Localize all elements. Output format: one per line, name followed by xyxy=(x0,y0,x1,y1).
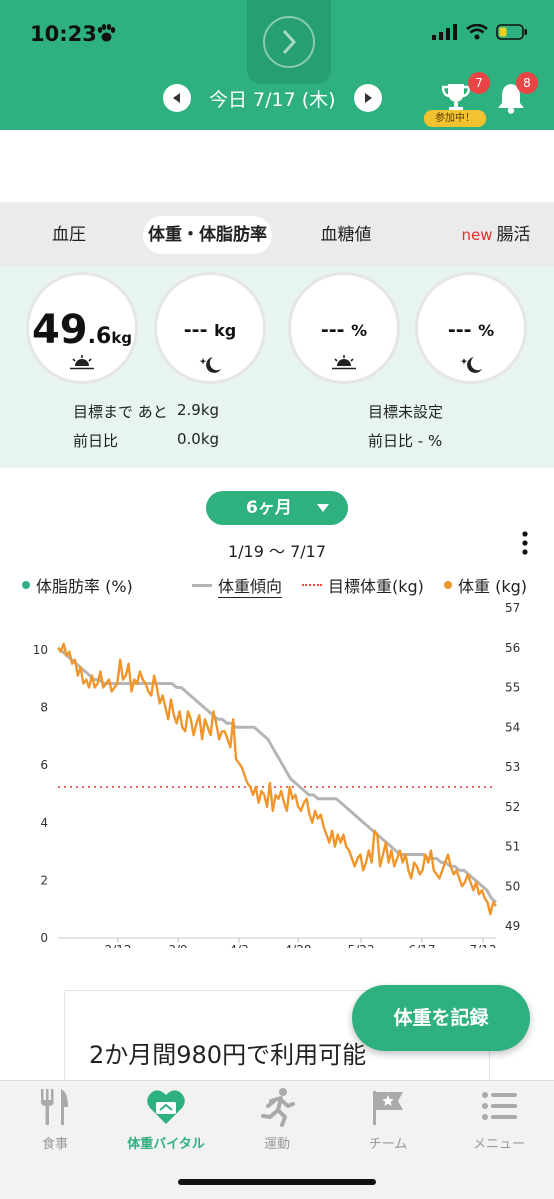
evening-bodyfat-gauge[interactable]: --- % xyxy=(415,272,527,384)
right-tick-label: 49 xyxy=(505,919,520,933)
app-logo[interactable] xyxy=(247,0,331,84)
paw-icon xyxy=(97,24,116,42)
ad-space xyxy=(0,130,554,202)
home-indicator xyxy=(178,1179,376,1185)
bell-icon xyxy=(498,84,524,114)
right-tick-label: 56 xyxy=(505,641,520,655)
weight-unit: kg xyxy=(111,329,133,347)
x-tick-label: 5/23 xyxy=(348,943,375,948)
x-tick-label: 7/12 xyxy=(470,943,497,948)
tab-team[interactable]: チーム xyxy=(333,1081,443,1161)
left-tick-label: 4 xyxy=(40,816,48,830)
x-tick-label: 2/12 xyxy=(105,943,132,948)
x-tick-label: 4/28 xyxy=(285,943,312,948)
right-tick-label: 57 xyxy=(505,601,520,615)
right-tick-label: 50 xyxy=(505,879,520,893)
current-date: 今日 7/17 (木) xyxy=(209,88,336,111)
list-icon xyxy=(482,1092,517,1120)
tab-blood-sugar[interactable]: 血糖値 xyxy=(320,225,372,245)
signal-icon xyxy=(432,24,457,40)
heart-scale-icon xyxy=(147,1090,185,1124)
weight-dot xyxy=(444,581,452,589)
period-select[interactable]: 6ヶ月 xyxy=(206,491,348,525)
status-time: 10:23 xyxy=(30,22,97,46)
weight-trend-line xyxy=(57,646,497,904)
legend-bodyfat[interactable]: 体脂肪率 (%) xyxy=(22,573,133,597)
x-tick-label: 4/3 xyxy=(229,943,248,948)
caret-down-icon xyxy=(317,504,329,512)
trophy-icon xyxy=(442,84,470,111)
date-navigator: 今日 7/17 (木) xyxy=(163,84,382,112)
participating-pill: 参加中！ xyxy=(424,110,486,127)
flag-icon xyxy=(373,1091,403,1125)
next-day-button[interactable] xyxy=(353,84,382,112)
right-tick-label: 55 xyxy=(505,681,520,695)
triangle-left-icon xyxy=(173,93,180,103)
evening-weight-gauge[interactable]: --- kg xyxy=(154,272,266,384)
tab-weight-bodyfat[interactable]: 体重・体脂肪率 xyxy=(143,216,272,254)
chart-section: 6ヶ月 1/19 〜 7/17 体脂肪率 (%) 体重傾向 目標体重(kg) 体… xyxy=(0,468,554,1090)
prev-day-button[interactable] xyxy=(163,84,191,112)
weight-decimal: .6 xyxy=(87,324,112,349)
x-tick-label: 6/17 xyxy=(409,943,436,948)
left-tick-label: 0 xyxy=(40,931,48,945)
legend-goal[interactable]: 目標体重(kg) xyxy=(302,573,424,597)
right-tick-label: 52 xyxy=(505,800,520,814)
left-tick-label: 2 xyxy=(40,873,48,887)
tab-menu[interactable]: メニュー xyxy=(444,1081,554,1161)
runner-icon xyxy=(261,1088,295,1127)
moon-icon xyxy=(199,357,221,373)
left-tick-label: 8 xyxy=(40,701,48,715)
tab-exercise[interactable]: 運動 xyxy=(222,1081,332,1161)
prev-day-value: 0.0kg xyxy=(177,430,220,448)
more-icon[interactable] xyxy=(518,530,532,556)
right-tick-label: 51 xyxy=(505,840,520,854)
bell-badge: 8 xyxy=(516,72,538,94)
prev-day-pct: 前日比 - % xyxy=(368,432,443,450)
bodyfat-dot xyxy=(22,581,30,589)
legend-trend[interactable]: 体重傾向 xyxy=(192,573,283,598)
moon-icon xyxy=(460,357,482,373)
weight-summary: 49.6kg --- kg --- % --- % 目標まで あと 2.9kg … xyxy=(0,266,554,468)
left-tick-label: 10 xyxy=(33,643,48,657)
right-tick-label: 53 xyxy=(505,760,520,774)
morning-weight-gauge[interactable]: 49.6kg xyxy=(26,272,138,384)
tab-gut-health[interactable]: new 腸活 xyxy=(461,225,531,245)
weight-line xyxy=(57,642,497,916)
trend-swatch xyxy=(192,584,212,587)
tab-weight-vital[interactable]: 体重バイタル xyxy=(111,1081,221,1161)
tab-meal[interactable]: 食事 xyxy=(0,1081,110,1161)
notifications-button[interactable]: 8 xyxy=(494,72,544,126)
challenge-button[interactable]: 7 参加中！ xyxy=(424,72,490,128)
app-header: 10:23 今日 7/17 (木) xyxy=(0,0,554,130)
trophy-badge: 7 xyxy=(468,72,490,94)
new-label: new xyxy=(461,226,493,244)
goal-unset: 目標未設定 xyxy=(368,403,444,421)
left-tick-label: 6 xyxy=(40,758,48,772)
status-icons xyxy=(432,24,528,40)
goal-remaining-label: 目標まで あと xyxy=(73,403,168,421)
vital-tabs: 血圧 体重・体脂肪率 血糖値 new 腸活 xyxy=(0,202,554,266)
battery-icon xyxy=(496,24,527,40)
tab-blood-pressure[interactable]: 血圧 xyxy=(52,225,86,245)
goal-remaining-value: 2.9kg xyxy=(177,401,220,419)
weight-main: 49 xyxy=(31,307,88,353)
morning-bodyfat-gauge[interactable]: --- % xyxy=(288,272,400,384)
chevron-right-icon xyxy=(282,29,297,55)
fork-knife-icon xyxy=(41,1089,68,1125)
promo-title: 2か月間980円で利用可能 xyxy=(89,1041,367,1069)
wifi-icon xyxy=(466,24,488,40)
weight-chart: 02468104950515253545556572/12朝3/9朝4/3朝4/… xyxy=(33,601,521,948)
sunrise-icon xyxy=(70,355,94,370)
legend-weight[interactable]: 体重 (kg) xyxy=(444,573,527,597)
date-range: 1/19 〜 7/17 xyxy=(227,542,327,561)
x-tick-label: 3/9 xyxy=(168,943,187,948)
goal-swatch xyxy=(302,584,322,586)
record-weight-button[interactable]: 体重を記録 xyxy=(352,985,530,1051)
right-tick-label: 54 xyxy=(505,720,520,734)
sunrise-icon xyxy=(332,355,356,370)
triangle-right-icon xyxy=(364,93,372,103)
prev-day-label: 前日比 xyxy=(73,432,119,450)
